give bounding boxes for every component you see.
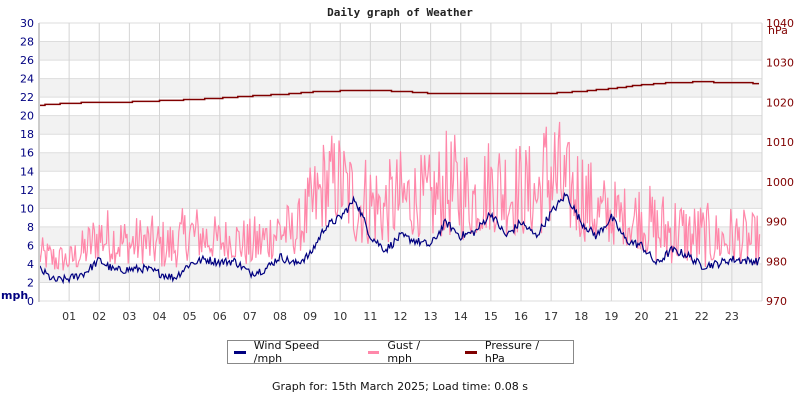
gridlines — [38, 22, 763, 302]
svg-text:02: 02 — [92, 310, 106, 323]
svg-text:28: 28 — [20, 36, 34, 49]
svg-text:01: 01 — [62, 310, 76, 323]
svg-text:18: 18 — [20, 128, 34, 141]
svg-text:14: 14 — [20, 165, 34, 178]
legend-label: Wind Speed /mph — [253, 339, 320, 365]
svg-text:30: 30 — [20, 17, 34, 30]
right-axis-ticks: 970 980 990 1000 1010 1020 1030 1040 — [766, 17, 794, 308]
pressure-swatch-icon — [465, 350, 477, 354]
legend-item-wind-speed: Wind Speed /mph — [234, 339, 350, 365]
legend-item-pressure: Pressure / hPa — [465, 339, 561, 365]
wind-speed-series — [38, 192, 761, 285]
svg-text:23: 23 — [725, 310, 739, 323]
svg-text:1020: 1020 — [766, 96, 794, 109]
svg-text:24: 24 — [20, 73, 34, 86]
svg-text:20: 20 — [635, 310, 649, 323]
chart-title: Daily graph of Weather — [327, 6, 473, 19]
legend-item-gust: Gust / mph — [367, 339, 448, 365]
legend-label: Gust / mph — [387, 339, 421, 365]
svg-text:08: 08 — [273, 310, 287, 323]
svg-text:990: 990 — [766, 216, 787, 229]
svg-text:11: 11 — [363, 310, 377, 323]
svg-text:09: 09 — [303, 310, 317, 323]
svg-text:2: 2 — [27, 276, 34, 289]
legend-label: Pressure / hPa — [484, 339, 540, 365]
svg-text:07: 07 — [243, 310, 257, 323]
svg-text:05: 05 — [183, 310, 197, 323]
svg-text:17: 17 — [544, 310, 558, 323]
svg-text:22: 22 — [695, 310, 709, 323]
svg-text:19: 19 — [604, 310, 618, 323]
svg-text:22: 22 — [20, 91, 34, 104]
svg-text:6: 6 — [27, 239, 34, 252]
svg-text:12: 12 — [394, 310, 408, 323]
svg-text:26: 26 — [20, 54, 34, 67]
svg-text:16: 16 — [514, 310, 528, 323]
right-axis-unit-label: hPa — [768, 24, 788, 37]
svg-text:13: 13 — [424, 310, 438, 323]
legend: Wind Speed /mph Gust / mph Pressure / hP… — [227, 339, 574, 365]
graph-footer: Graph for: 15th March 2025; Load time: 0… — [271, 380, 529, 393]
svg-text:14: 14 — [454, 310, 468, 323]
svg-text:10: 10 — [333, 310, 347, 323]
pressure-series — [39, 80, 759, 107]
svg-text:21: 21 — [665, 310, 679, 323]
wind-speed-swatch-icon — [234, 350, 246, 354]
svg-text:06: 06 — [213, 310, 227, 323]
svg-text:1030: 1030 — [766, 57, 794, 70]
svg-text:18: 18 — [574, 310, 588, 323]
svg-text:8: 8 — [27, 221, 34, 234]
svg-text:20: 20 — [20, 110, 34, 123]
gust-swatch-icon — [367, 350, 380, 354]
svg-text:970: 970 — [766, 295, 787, 308]
svg-text:4: 4 — [27, 258, 34, 271]
svg-text:16: 16 — [20, 147, 34, 160]
svg-text:12: 12 — [20, 184, 34, 197]
svg-text:03: 03 — [122, 310, 136, 323]
svg-text:980: 980 — [766, 255, 787, 268]
svg-text:0: 0 — [27, 295, 34, 308]
left-axis-unit-label: mph — [1, 289, 28, 302]
svg-text:15: 15 — [484, 310, 498, 323]
svg-text:1010: 1010 — [766, 136, 794, 149]
svg-text:10: 10 — [20, 202, 34, 215]
svg-text:1000: 1000 — [766, 176, 794, 189]
svg-text:04: 04 — [153, 310, 167, 323]
svg-text:1040: 1040 — [766, 17, 794, 30]
gust-series — [38, 121, 761, 271]
x-axis-ticks: 01 02 03 04 05 06 07 08 09 10 11 12 13 14 15 16 17 18 19 20… — [62, 310, 739, 323]
